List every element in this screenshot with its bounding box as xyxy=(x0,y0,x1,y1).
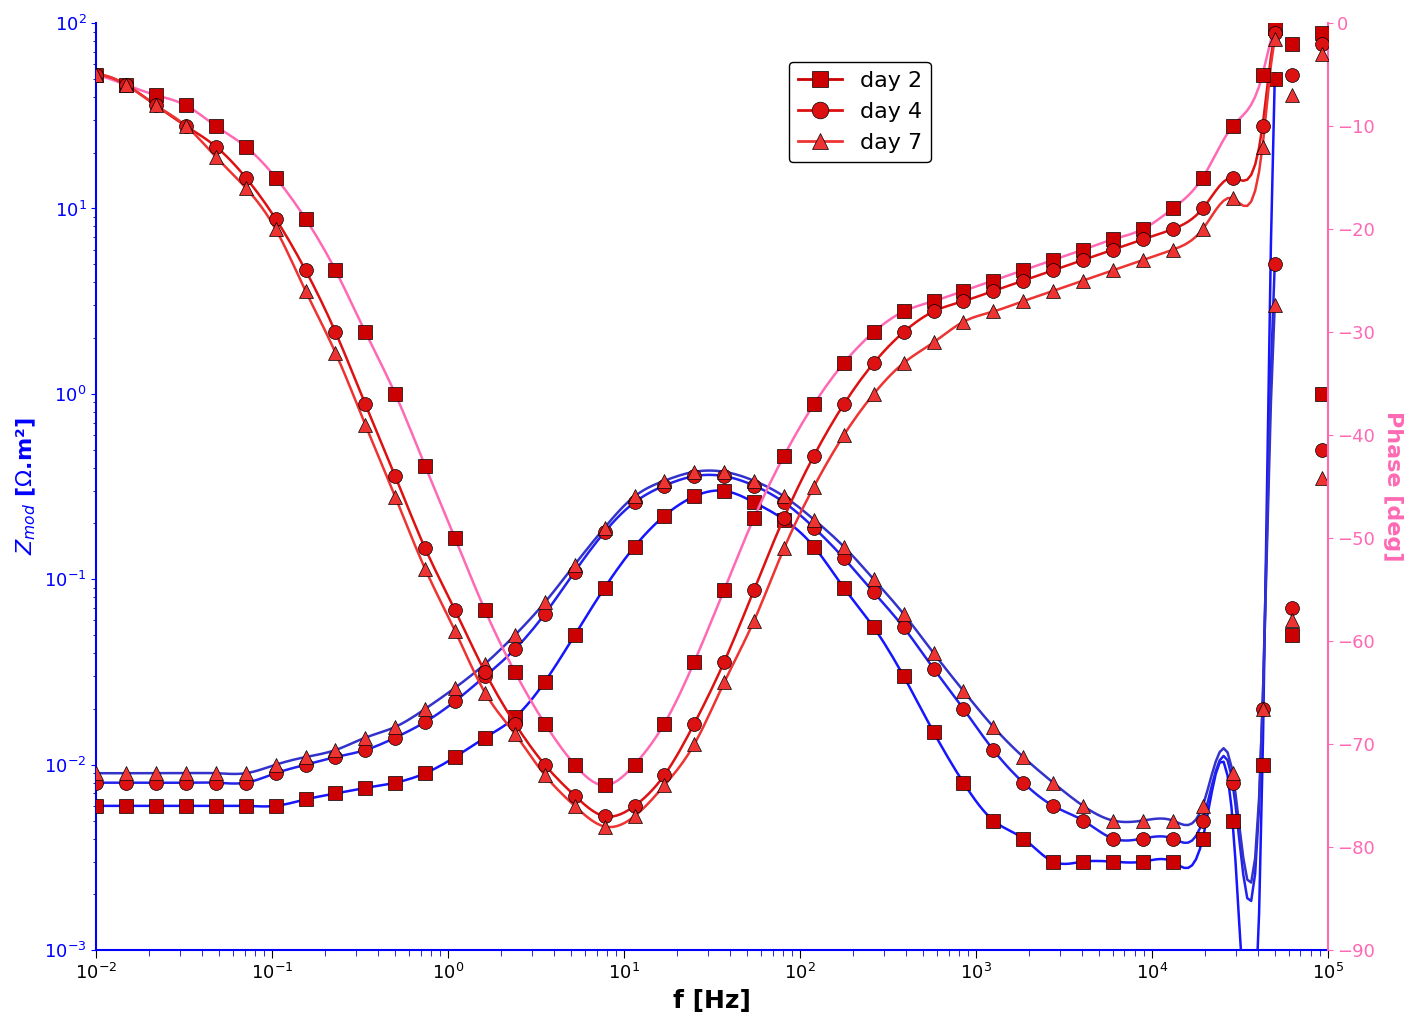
Legend: day 2, day 4, day 7: day 2, day 4, day 7 xyxy=(788,62,930,162)
Y-axis label: $Z_{mod}$ [$\Omega$.m²]: $Z_{mod}$ [$\Omega$.m²] xyxy=(16,417,38,555)
X-axis label: f [Hz]: f [Hz] xyxy=(674,989,752,1013)
Y-axis label: Phase [deg]: Phase [deg] xyxy=(1383,411,1402,562)
